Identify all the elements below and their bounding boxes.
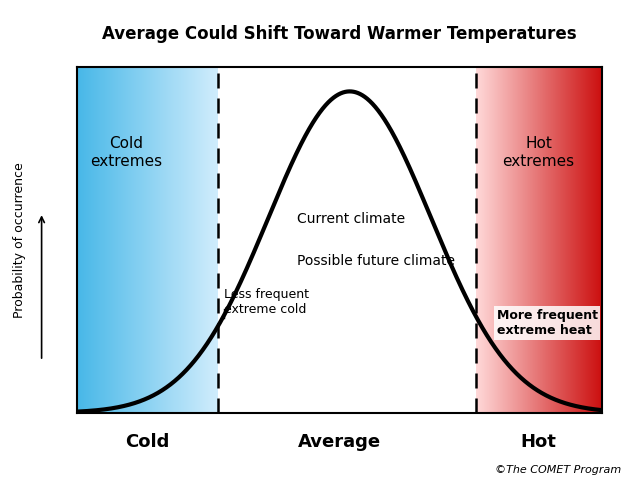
Text: Possible future climate: Possible future climate [297,254,455,268]
Text: Current climate: Current climate [297,212,405,226]
Text: ©The COMET Program: ©The COMET Program [495,465,621,475]
Text: Average Could Shift Toward Warmer Temperatures: Average Could Shift Toward Warmer Temper… [102,25,577,43]
Bar [218,67,476,413]
Text: Less frequent
extreme cold: Less frequent extreme cold [224,288,308,316]
Text: Hot: Hot [521,432,557,451]
Text: Probability of occurrence: Probability of occurrence [13,162,26,318]
Text: Cold: Cold [125,432,170,451]
Text: More frequent
extreme heat: More frequent extreme heat [497,309,598,337]
Text: Average: Average [298,432,381,451]
Text: Hot
extremes: Hot extremes [502,136,575,168]
Text: Cold
extremes: Cold extremes [90,136,163,168]
